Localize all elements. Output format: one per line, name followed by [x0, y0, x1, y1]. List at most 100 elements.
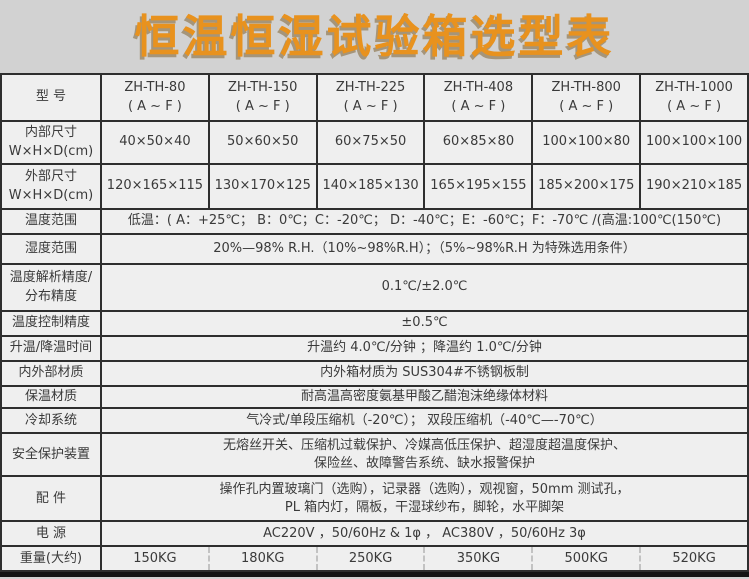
spec-cell: 60×75×50: [315, 120, 426, 165]
cell-text: 250KG: [348, 550, 393, 566]
spec-value-merged: 0.1℃/±2.0℃: [100, 263, 749, 312]
page-title: 恒温恒湿试验箱选型表: [134, 10, 615, 63]
cell-text: 500KG: [564, 550, 608, 566]
row-label: 内外部材质: [0, 360, 102, 387]
cell-text: 190×210×185: [645, 178, 743, 194]
cell-text: AC220V ，50/60Hz & 1φ ， AC380V ，50/60Hz 3…: [263, 525, 586, 541]
spec-cell: 165×195×155: [423, 163, 534, 210]
cell-text: 重量(大约): [19, 550, 83, 566]
spec-cell: 500KG: [531, 545, 642, 573]
cell-text: 520KG: [672, 550, 716, 566]
spec-value-merged: 耐高温高密度氨基甲酸乙醋泡沫绝缘体材料: [100, 384, 749, 410]
cell-text: 升温约 4.0℃/分钟 ；降温约 1.0℃/分钟: [307, 340, 542, 356]
cell-text: 185×200×175: [538, 178, 635, 194]
row-label: 电 源: [0, 520, 102, 548]
cell-text: ( A ~ F ): [343, 98, 398, 114]
cell-text: 40×50×40: [119, 134, 191, 150]
table-row: 温度控制精度 ±0.5℃: [0, 310, 749, 337]
row-label: 型 号: [0, 73, 102, 122]
table-row: 升温/降温时间 升温约 4.0℃/分钟 ；降温约 1.0℃/分钟: [0, 335, 749, 362]
spec-cell: 190×210×185: [639, 163, 749, 210]
row-label: 外部尺寸 W×H×D(cm): [0, 163, 102, 210]
spec-value-merged: 内外箱材质为 SUS304#不锈钢板制: [100, 360, 749, 387]
cell-text: 湿度范围: [24, 240, 77, 256]
table-row: 配 件 操作孔内置玻璃门（选购），记录器（选购），观视窗，50mm 测试孔， PL …: [0, 475, 749, 523]
cell-text: ZH-TH-150: [228, 80, 298, 96]
cell-text: 50×60×50: [227, 134, 299, 150]
row-label: 安全保护装置: [0, 432, 102, 478]
cell-text: ±0.5℃: [401, 315, 448, 331]
cell-text: ZH-TH-408: [443, 80, 514, 96]
spec-cell: 350KG: [423, 545, 534, 573]
row-label: 温度控制精度: [0, 310, 102, 337]
table-row: 重量(大约) 150KG 180KG 250KG 350KG 500KG 520KG: [0, 545, 749, 573]
cell-text: 温度解析精度/: [9, 270, 93, 286]
spec-table: 型 号 ZH-TH-80( A ~ F ) ZH-TH-150( A ~ F ) ZH…: [0, 73, 749, 573]
spec-cell: ZH-TH-225 ( A ~ F ): [315, 73, 426, 122]
row-label: 温度范围: [0, 208, 102, 235]
table-row: 电 源 AC220V ，50/60Hz & 1φ ， AC380V ，50/60H…: [0, 520, 749, 548]
cell-text: 温度范围: [24, 213, 77, 229]
cell-text: 安全保护装置: [11, 446, 90, 462]
cell-text: 操作孔内置玻璃门（选购），记录器（选购），观视窗，50mm 测试孔，: [219, 481, 630, 497]
table-row: 湿度范围 20%—98% R.H.（10%~98%R.H）；（5%~98%R.H …: [0, 233, 749, 265]
cell-text: 130×170×125: [214, 178, 311, 194]
spec-cell: ZH-TH-1000 ( A ~ F ): [639, 73, 749, 122]
table-row: 安全保护装置 无熔丝开关、压缩机过载保护、冷媒高低压保护、超湿度超温度保护、 保险丝…: [0, 432, 749, 478]
row-label: 内部尺寸 W×H×D(cm): [0, 120, 102, 165]
bottom-bar: [0, 572, 749, 578]
row-label: 湿度范围: [0, 233, 102, 265]
cell-text: ZH-TH-80: [124, 80, 186, 96]
row-label: 重量(大约): [0, 545, 102, 573]
spec-cell: 150KG: [100, 545, 210, 573]
cell-text: 型 号: [35, 89, 67, 105]
cell-text: ZH-TH-225: [335, 80, 406, 96]
table-row: 冷却系统 气冷式/单段压缩机（-20℃）； 双段压缩机（-40℃—-70℃）: [0, 407, 749, 435]
spec-cell: 250KG: [315, 545, 426, 573]
row-label: 保温材质: [0, 384, 102, 410]
row-label: 配 件: [0, 475, 102, 523]
cell-text: 气冷式/单段压缩机（-20℃）； 双段压缩机（-40℃—-70℃）: [246, 412, 603, 428]
spec-cell: ZH-TH-800 ( A ~ F ): [531, 73, 642, 122]
cell-text: 140×185×130: [322, 178, 419, 194]
table-row: 温度范围 低温：( A：+25℃； B：0℃；C：-20℃； D：-40℃；E：-…: [0, 208, 749, 235]
cell-text: 120×165×115: [106, 178, 204, 194]
spec-table-body: 型 号 ZH-TH-80( A ~ F ) ZH-TH-150( A ~ F ) ZH…: [0, 73, 749, 573]
cell-text: ( A ~ F ): [451, 98, 506, 114]
spec-cell: 60×85×80: [423, 120, 534, 165]
spec-cell: 50×60×50: [207, 120, 318, 165]
cell-text: W×H×D(cm): [8, 143, 94, 159]
cell-text: 20%—98% R.H.（10%~98%R.H）；（5%~98%R.H 为特殊选…: [213, 240, 636, 256]
cell-text: 60×75×50: [334, 134, 407, 150]
cell-text: 0.1℃/±2.0℃: [381, 279, 468, 295]
table-row: 内部尺寸 W×H×D(cm) 40×50×40 50×60×50 60×75×50 60×…: [0, 120, 749, 165]
spec-value-merged: 升温约 4.0℃/分钟 ；降温约 1.0℃/分钟: [100, 335, 749, 362]
row-label: 冷却系统: [0, 407, 102, 435]
cell-text: 100×100×100: [645, 134, 743, 150]
cell-text: W×H×D(cm): [8, 187, 94, 203]
cell-text: ZH-TH-1000: [655, 80, 733, 96]
title-bar: 恒温恒湿试验箱选型表: [0, 0, 749, 73]
spec-value-merged: AC220V ，50/60Hz & 1φ ， AC380V ，50/60Hz 3…: [100, 520, 749, 548]
cell-text: 保温材质: [24, 389, 77, 404]
spec-cell: ZH-TH-408 ( A ~ F ): [423, 73, 534, 122]
spec-cell: 100×100×80: [531, 120, 642, 165]
table-row: 内外部材质 内外箱材质为 SUS304#不锈钢板制: [0, 360, 749, 387]
cell-text: 升温/降温时间: [9, 340, 93, 356]
cell-text: ZH-TH-800: [551, 80, 621, 96]
spec-value-merged: 操作孔内置玻璃门（选购），记录器（选购），观视窗，50mm 测试孔， PL 箱内灯…: [100, 475, 749, 523]
cell-text: 100×100×80: [542, 134, 631, 150]
cell-text: 350KG: [456, 550, 501, 566]
spec-cell: 100×100×100: [639, 120, 749, 165]
table-row: 保温材质 耐高温高密度氨基甲酸乙醋泡沫绝缘体材料: [0, 384, 749, 410]
cell-text: 无熔丝开关、压缩机过载保护、冷媒高低压保护、超湿度超温度保护、: [222, 437, 626, 453]
cell-text: 低温：( A：+25℃； B：0℃；C：-20℃； D：-40℃；E：-60℃；…: [127, 213, 722, 229]
cell-text: 耐高温高密度氨基甲酸乙醋泡沫绝缘体材料: [300, 389, 548, 404]
spec-value-merged: ±0.5℃: [100, 310, 749, 337]
cell-text: PL 箱内灯，隔板，干湿球纱布，脚轮，水平脚架: [284, 499, 565, 515]
cell-text: 温度控制精度: [11, 315, 90, 331]
cell-text: ( A ~ F ): [559, 98, 614, 114]
row-label: 升温/降温时间: [0, 335, 102, 362]
spec-cell: 140×185×130: [315, 163, 426, 210]
spec-value-merged: 20%—98% R.H.（10%~98%R.H）；（5%~98%R.H 为特殊选…: [100, 233, 749, 265]
